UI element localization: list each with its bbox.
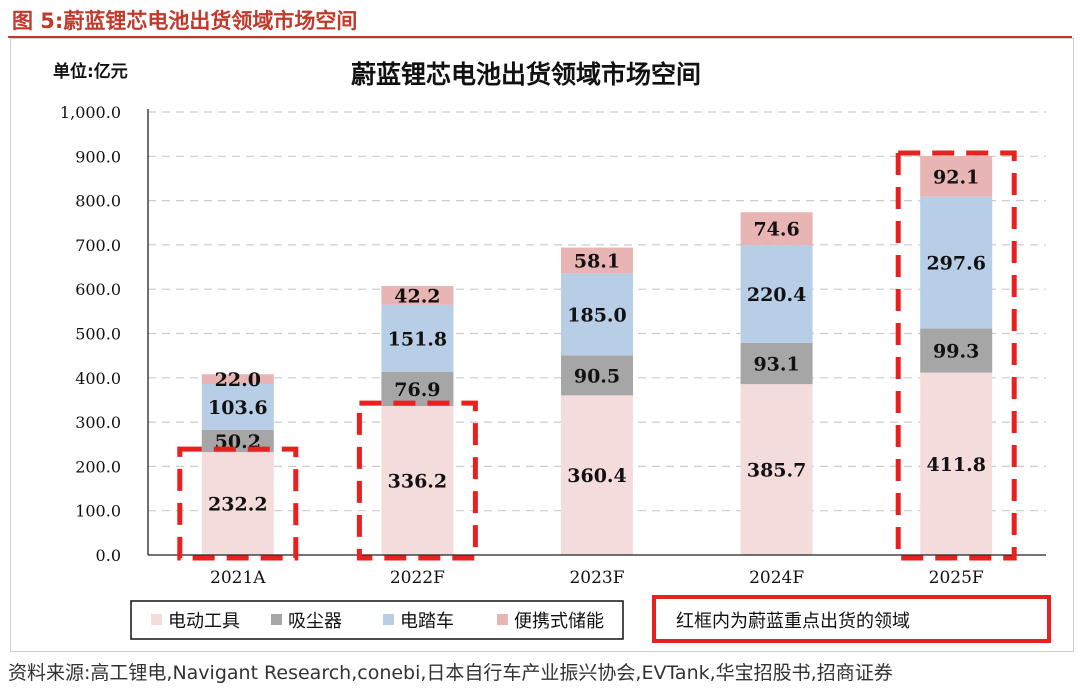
x-tick-label: 2023F [569, 568, 624, 588]
data-label: 360.4 [567, 465, 627, 487]
highlight-box [895, 150, 1017, 561]
legend-swatch [151, 614, 162, 625]
highlight-note-box [652, 595, 1051, 643]
legend-label: 吸尘器 [288, 611, 342, 632]
data-label: 76.9 [394, 379, 440, 401]
y-tick-label: 300.0 [75, 413, 121, 432]
legend-swatch [271, 614, 282, 625]
data-label: 411.8 [926, 454, 986, 476]
y-tick-label: 100.0 [75, 502, 121, 521]
bar-segment [381, 286, 454, 305]
data-label: 232.2 [208, 494, 268, 516]
y-tick-label: 700.0 [75, 236, 121, 255]
figure-label: 图 5:蔚蓝锂芯电池出货领域市场空间 [12, 9, 358, 33]
chart-title: 蔚蓝锂芯电池出货领域市场空间 [351, 60, 701, 89]
source-note: 资料来源:高工锂电,Navigant Research,conebi,日本自行车… [8, 662, 893, 684]
legend-box [130, 600, 624, 640]
x-tick-label: 2022F [390, 568, 445, 588]
bar-segment [381, 304, 454, 372]
y-tick-label: 1,000.0 [60, 103, 121, 122]
bar-segment [561, 273, 633, 356]
bar-segment [201, 384, 274, 430]
stacked-bar-chart: 单位:亿元 蔚蓝锂芯电池出货领域市场空间 232.250.2103.622.03… [53, 60, 1051, 643]
data-label: 58.1 [574, 250, 620, 272]
highlight-note: 红框内为蔚蓝重点出货的领域 [676, 611, 910, 632]
data-label: 90.5 [574, 365, 620, 387]
bar-segment [201, 429, 274, 453]
data-label: 103.6 [208, 397, 268, 419]
legend-label: 电踏车 [400, 611, 454, 632]
y-tick-label: 900.0 [75, 147, 121, 166]
bar-segment [740, 342, 813, 385]
data-label: 74.6 [753, 219, 799, 241]
bar-segment [920, 328, 993, 373]
bar-segment [381, 406, 454, 555]
legend-label: 便携式储能 [514, 611, 604, 632]
data-label: 93.1 [753, 354, 799, 376]
bar-segment [740, 384, 813, 555]
x-tick-label: 2025F [929, 568, 984, 588]
y-tick-label: 600.0 [75, 280, 121, 299]
bar-segment [381, 371, 454, 407]
bar-layer: 232.250.2103.622.0336.276.9151.842.2360.… [201, 155, 993, 555]
axis-layer: 0.0 100.0 200.0 300.0 400.0 500.0 600.0 700.0 80… [60, 103, 1046, 588]
data-label: 151.8 [388, 328, 448, 350]
data-label: 220.4 [747, 284, 807, 306]
y-tick-label: 400.0 [75, 369, 121, 388]
data-label: 99.3 [933, 341, 979, 363]
bar-segment [561, 247, 633, 274]
data-label: 42.2 [394, 285, 440, 307]
x-tick-label: 2024F [749, 568, 804, 588]
bar-segment [920, 196, 993, 329]
legend-layer: 电动工具 吸尘器 电踏车 便携式储能 红框内为蔚蓝重点出货的领域 [130, 595, 1051, 643]
y-tick-label: 0.0 [96, 546, 121, 565]
highlight-box [177, 446, 299, 561]
x-tick-label: 2021A [210, 568, 266, 588]
y-tick-label: 500.0 [75, 325, 121, 344]
unit-label: 单位:亿元 [53, 61, 128, 82]
data-label: 22.0 [215, 369, 261, 391]
data-label: 185.0 [567, 304, 627, 326]
data-label: 92.1 [933, 166, 979, 188]
data-label: 385.7 [747, 460, 807, 482]
bar-segment [201, 452, 274, 555]
data-label: 336.2 [388, 471, 448, 493]
legend-swatch [383, 614, 394, 625]
legend-swatch [497, 614, 508, 625]
bar-segment [920, 155, 993, 197]
bar-segment [740, 212, 813, 246]
bar-segment [201, 374, 274, 385]
bar-segment [740, 245, 813, 343]
bar-segment [920, 372, 993, 555]
bar-segment [561, 395, 633, 555]
highlight-layer [177, 150, 1017, 561]
legend-label: 电动工具 [168, 611, 240, 632]
y-tick-label: 800.0 [75, 192, 121, 211]
figure-header: 图 5:蔚蓝锂芯电池出货领域市场空间 [8, 2, 1072, 38]
bar-segment [561, 355, 633, 396]
data-label: 297.6 [926, 253, 986, 275]
chart-frame: 单位:亿元 蔚蓝锂芯电池出货领域市场空间 232.2 50.2 103.6 22.0 3… [10, 38, 1074, 652]
y-tick-label: 200.0 [75, 457, 121, 476]
